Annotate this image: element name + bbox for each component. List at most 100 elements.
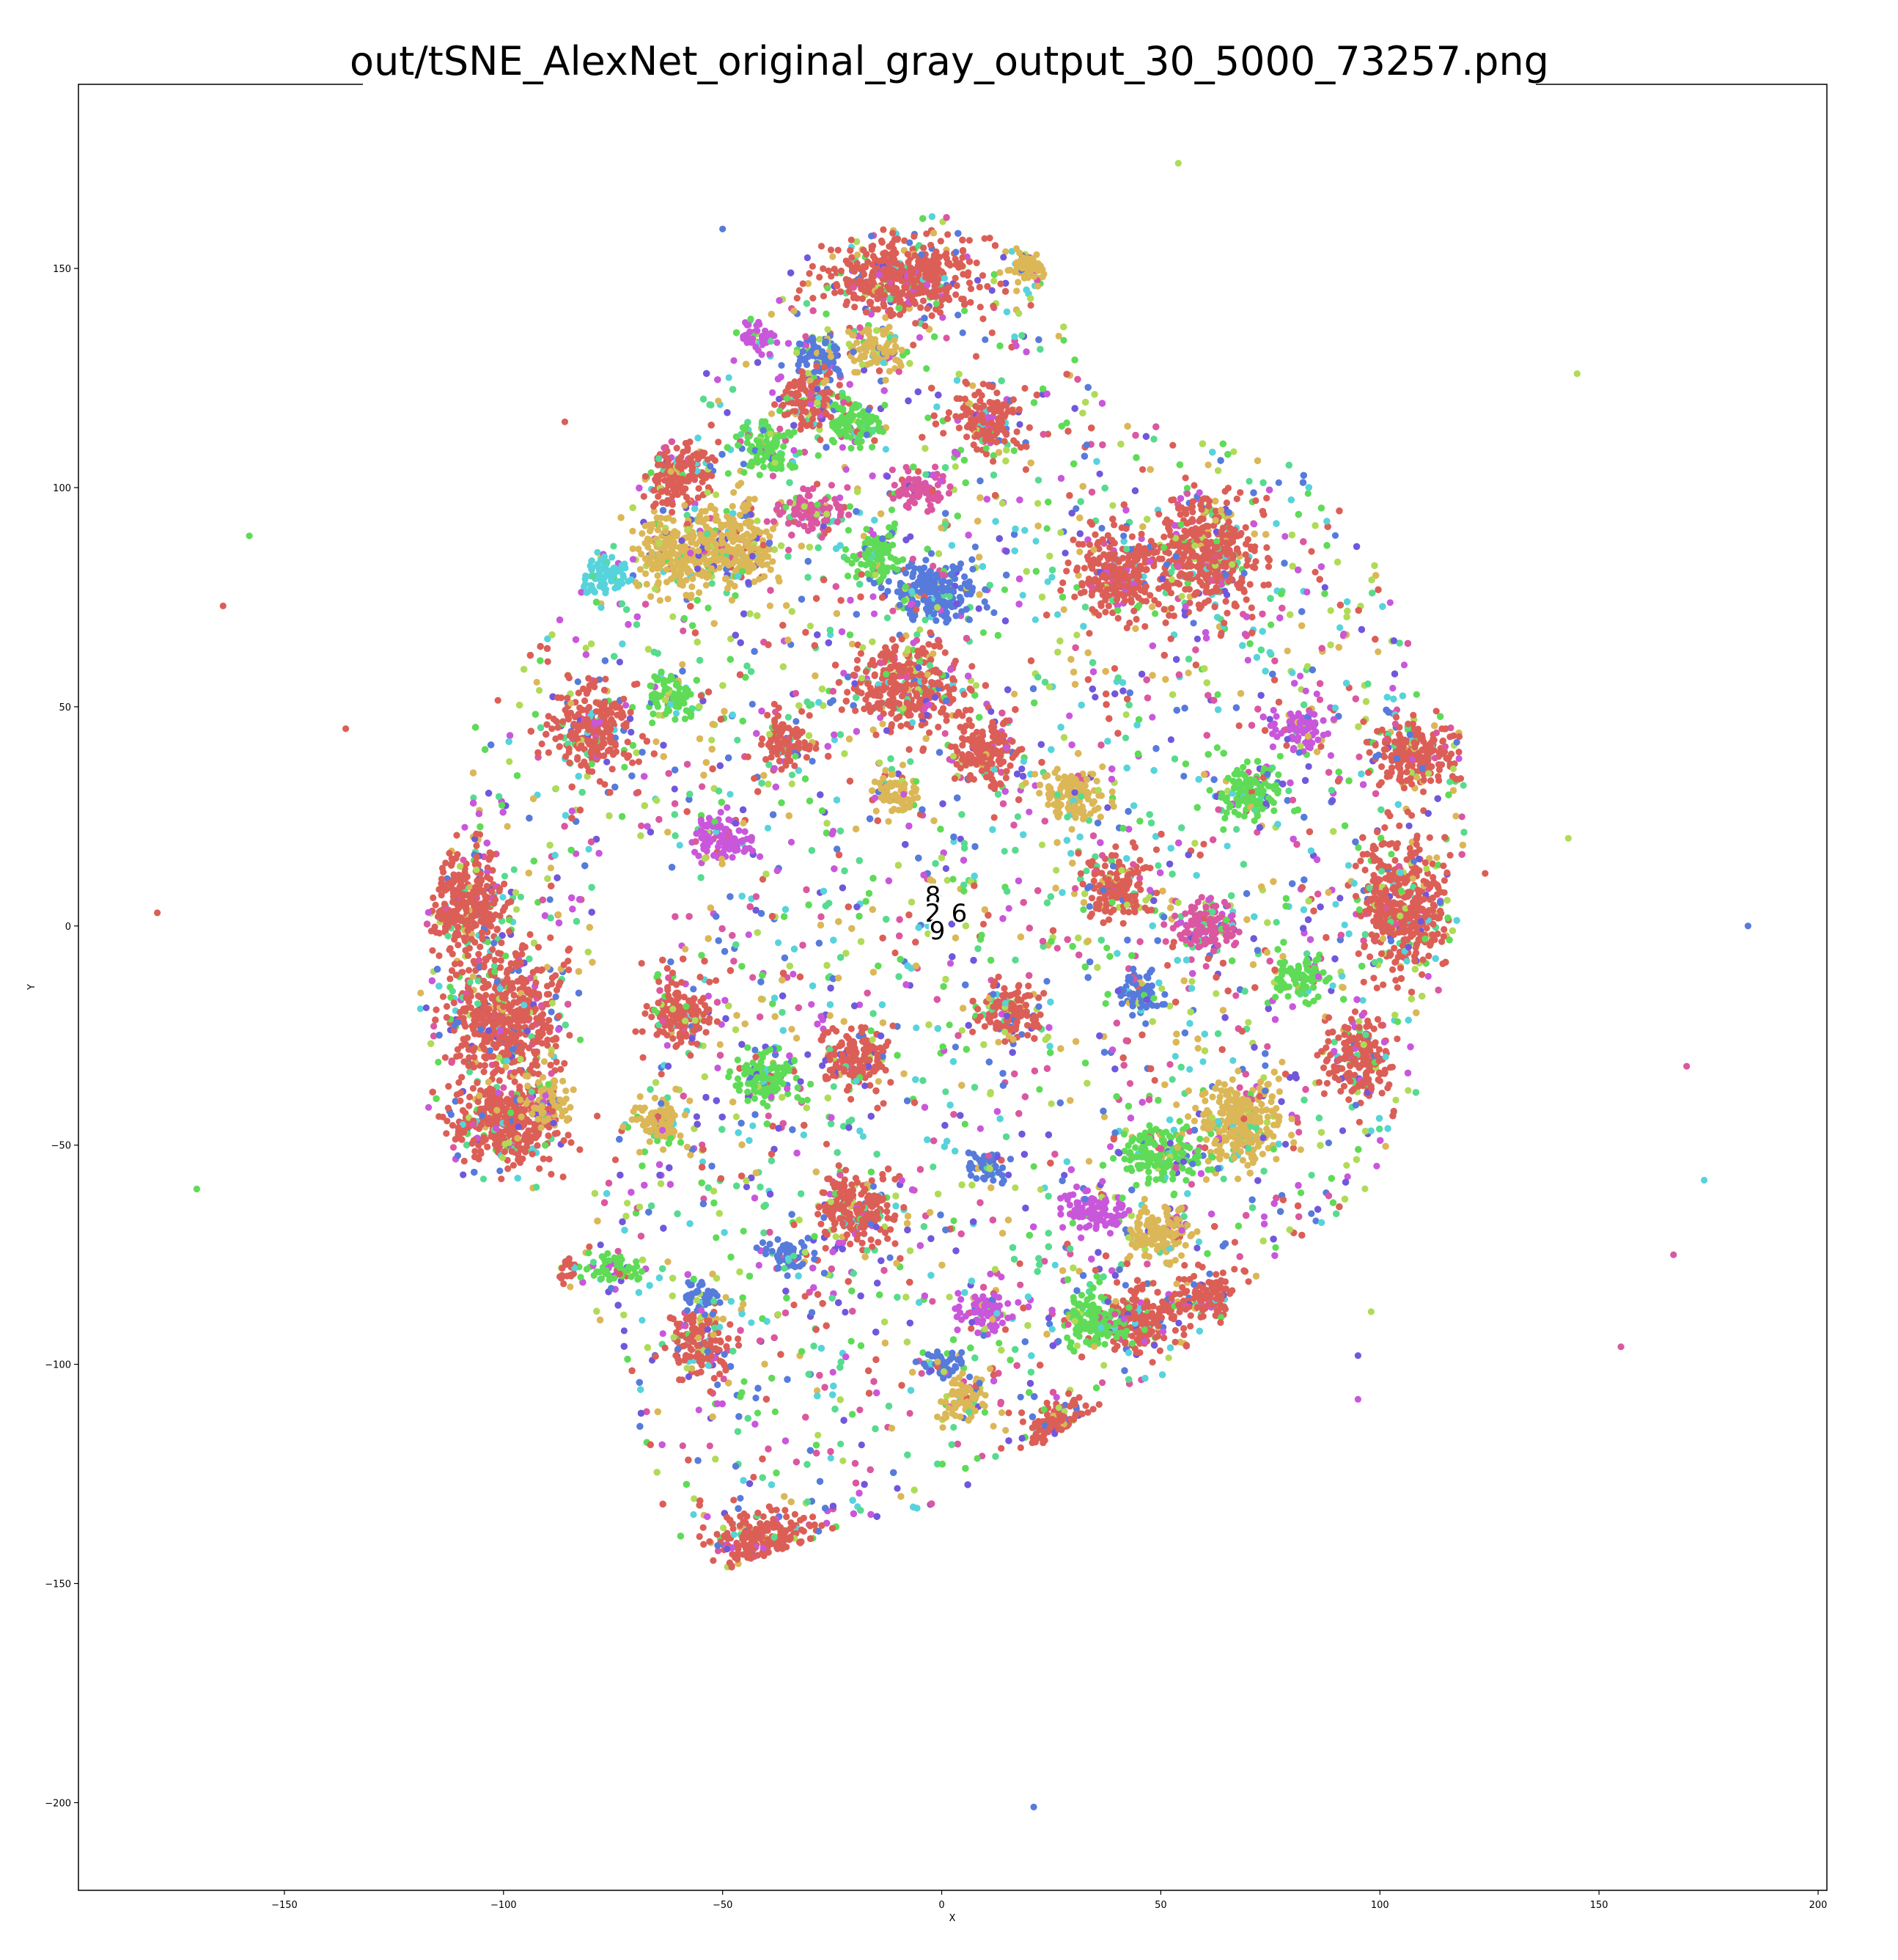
scatter-point [1080, 906, 1087, 914]
scatter-point [1166, 1061, 1174, 1068]
scatter-point [775, 939, 782, 947]
scatter-point [974, 1455, 981, 1462]
scatter-point [1232, 992, 1240, 999]
scatter-point [1281, 532, 1289, 540]
scatter-point [1069, 1219, 1076, 1227]
scatter-point [1355, 844, 1362, 851]
scatter-point [950, 1217, 957, 1225]
scatter-point [1012, 1184, 1019, 1192]
scatter-point [1204, 461, 1212, 469]
scatter-point [1343, 1161, 1350, 1169]
scatter-point [1100, 1113, 1108, 1120]
scatter-point [1109, 502, 1117, 510]
scatter-point [765, 1112, 772, 1120]
scatter-point [982, 336, 989, 343]
scatter-point [1304, 490, 1312, 497]
scatter-point [494, 697, 501, 704]
scatter-point [1344, 1173, 1351, 1181]
scatter-point [1262, 1062, 1269, 1069]
scatter-point [958, 1027, 965, 1034]
scatter-point [749, 974, 757, 981]
scatter-point [891, 949, 899, 957]
scatter-point [1190, 620, 1197, 627]
scatter-point [923, 365, 930, 372]
scatter-point [1099, 1379, 1106, 1387]
scatter-point [620, 1327, 628, 1335]
scatter-point [725, 374, 732, 381]
scatter-point [680, 627, 687, 635]
scatter-point [1038, 841, 1046, 848]
scatter-point [638, 822, 645, 829]
scatter-point [425, 1104, 433, 1111]
scatter-point [856, 1406, 864, 1414]
scatter-point [611, 1156, 619, 1164]
scatter-point [1085, 1158, 1093, 1165]
scatter-point [814, 480, 821, 488]
scatter-point [759, 876, 767, 883]
scatter-point [954, 312, 962, 319]
scatter-point [1331, 532, 1339, 539]
scatter-point [1041, 1258, 1048, 1265]
scatter-point [1200, 840, 1207, 848]
scatter-point [1193, 635, 1201, 643]
scatter-point [1405, 1087, 1412, 1094]
scatter-point [808, 1001, 815, 1008]
scatter-point [691, 1495, 698, 1502]
scatter-point [1149, 713, 1156, 721]
scatter-point [1446, 778, 1454, 785]
scatter-point [788, 1026, 795, 1033]
scatter-point [1186, 1065, 1193, 1073]
scatter-point [1386, 599, 1394, 606]
scatter-point [690, 1511, 697, 1519]
scatter-point [969, 382, 976, 389]
scatter-point [447, 1111, 455, 1118]
scatter-point [624, 1200, 631, 1207]
scatter-point [1327, 607, 1334, 614]
scatter-point [1151, 1076, 1158, 1084]
scatter-point [1188, 977, 1196, 985]
scatter-point [972, 353, 980, 360]
scatter-point [934, 1413, 941, 1420]
scatter-point [916, 626, 924, 634]
scatter-point [1345, 862, 1353, 869]
scatter-point [1053, 867, 1060, 874]
scatter-point [1102, 999, 1109, 1007]
scatter-point [1332, 900, 1339, 908]
scatter-point [831, 736, 838, 744]
scatter-point [743, 1183, 751, 1191]
scatter-point [839, 1457, 847, 1464]
scatter-point [416, 1005, 424, 1013]
scatter-point [713, 1234, 720, 1241]
scatter-point [460, 1171, 467, 1178]
scatter-point [1122, 734, 1130, 742]
scatter-point [957, 835, 964, 843]
scatter-point [1096, 470, 1103, 477]
scatter-point [504, 823, 511, 830]
plot-area [154, 160, 1751, 1810]
scatter-point [679, 1442, 686, 1450]
scatter-point [792, 689, 800, 697]
scatter-point [1060, 337, 1067, 344]
scatter-point [764, 824, 772, 832]
scatter-point [966, 1373, 974, 1381]
scatter-point [768, 410, 776, 417]
scatter-point [715, 397, 722, 405]
scatter-point [1447, 724, 1454, 732]
scatter-point [785, 546, 792, 554]
scatter-point [949, 876, 957, 883]
scatter-point [886, 1254, 894, 1261]
scatter-point [1246, 477, 1253, 485]
scatter-point [859, 1133, 867, 1140]
scatter-point [1229, 1057, 1237, 1064]
scatter-point [856, 1001, 864, 1008]
scatter-point [801, 1293, 809, 1300]
scatter-point [1321, 584, 1328, 591]
scatter-point [979, 920, 987, 928]
scatter-point [706, 1442, 713, 1450]
scatter-point [740, 1378, 748, 1385]
scatter-point [1005, 905, 1012, 912]
scatter-point [1155, 862, 1162, 869]
scatter-point [952, 1043, 959, 1051]
scatter-point [996, 1340, 1003, 1347]
